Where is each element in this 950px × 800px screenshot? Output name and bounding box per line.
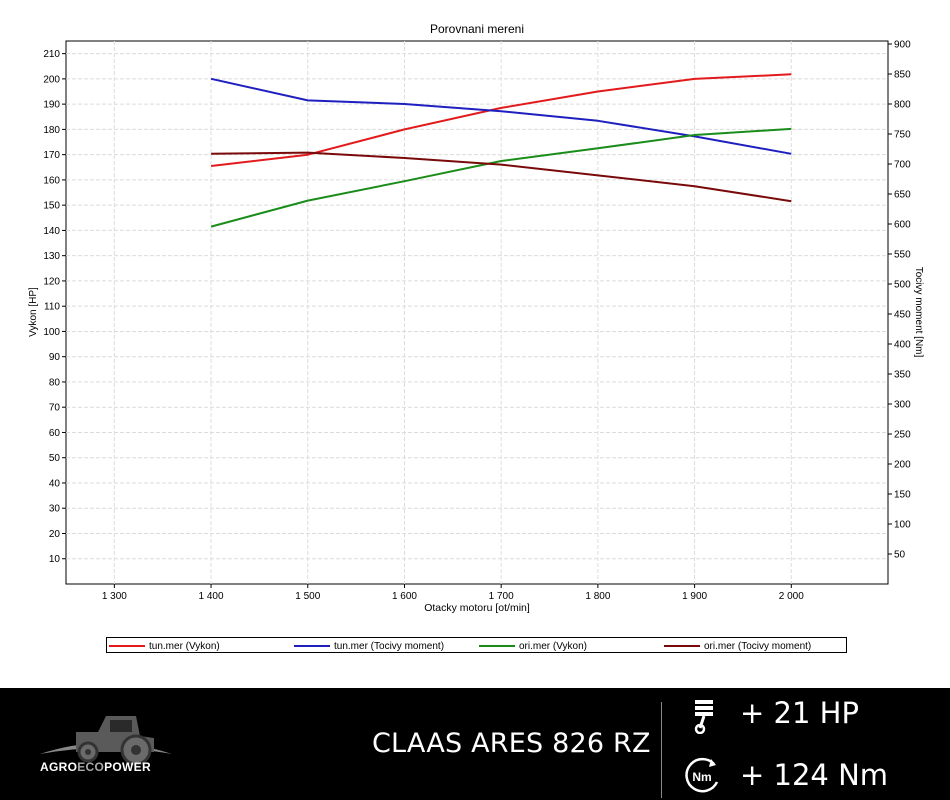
series-line-4 [211,151,792,203]
legend-swatch [479,645,515,647]
y-left-tick-label: 20 [49,529,61,540]
y-right-tick-label: 250 [894,430,911,441]
y-left-tick-label: 140 [43,226,60,237]
y-right-tick-label: 300 [894,400,911,411]
y-left-tick-label: 80 [49,377,61,388]
y-left-tick-label: 30 [49,504,61,515]
y-left-tick-label: 70 [49,403,61,414]
legend-label: ori.mer (Vykon) [519,640,587,652]
series-line-1 [210,73,792,167]
y-left-tick-label: 200 [43,74,60,85]
y-right-tick-label: 750 [894,130,911,141]
legend-swatch [294,645,330,647]
y-right-tick-label: 650 [894,190,911,201]
y-left-tick-label: 60 [49,428,61,439]
y-right-tick-label: 50 [894,550,906,561]
torque-icon-label: Nm [692,770,711,784]
y-left-tick-label: 160 [43,175,60,186]
x-tick-label: 1 400 [199,591,224,602]
y-right-tick-label: 800 [894,100,911,111]
y-left-tick-label: 90 [49,352,61,363]
y-left-tick-label: 10 [49,554,61,565]
brand-part-eco: ECO [77,760,105,774]
y-left-tick-label: 180 [43,125,60,136]
y-axis-right-label: Tocivy moment [Nm] [913,267,924,358]
brand-name: AGROECOPOWER [40,760,151,774]
brand-part-power: POWER [104,760,151,774]
logo-rear-hub [131,745,141,755]
y-left-tick-label: 120 [43,276,60,287]
x-tick-label: 1 300 [102,591,127,602]
y-right-tick-label: 200 [894,460,911,471]
hp-gain: + 21 HP [740,696,859,730]
series-line-2 [210,77,792,155]
series-group [210,73,792,228]
footer-divider [661,702,662,798]
legend: tun.mer (Vykon) tun.mer (Tocivy moment) … [106,637,847,653]
y-right-tick-label: 700 [894,160,911,171]
legend-item-ori-vykon: ori.mer (Vykon) [479,639,587,653]
piston-icon [694,700,713,734]
logo-tractor-window [110,720,132,732]
legend-label: tun.mer (Vykon) [149,640,220,652]
y-axis-left-label: Vykon [HP] [28,287,39,337]
y-right-tick-label: 450 [894,310,911,321]
x-axis-label: Otacky motoru [ot/min] [424,602,530,614]
tractor-model: CLAAS ARES 826 RZ [372,728,651,759]
x-tick-label: 1 700 [489,591,514,602]
brand-part-agro: AGRO [40,760,78,774]
x-tick-label: 1 600 [392,591,417,602]
y-left-tick-label: 40 [49,478,61,489]
y-left-tick-label: 130 [43,251,60,262]
y-right-tick-label: 600 [894,220,911,231]
y-left-tick-label: 100 [43,327,60,338]
y-right-tick-label: 550 [894,250,911,261]
y-right-tick-label: 400 [894,340,911,351]
y-left-tick-label: 170 [43,150,60,161]
grid [66,41,888,584]
y-left-tick-label: 190 [43,100,60,111]
plot-area [65,40,889,585]
legend-swatch [109,645,145,647]
y-left-tick-label: 110 [44,302,60,313]
legend-item-ori-moment: ori.mer (Tocivy moment) [664,639,811,653]
chart: 10 20 30 40 50 60 70 80 90 100 110 120 130 140 150 160 1… [28,22,924,614]
legend-item-tun-vykon: tun.mer (Vykon) [109,639,220,653]
legend-swatch [664,645,700,647]
y-right-tick-label: 150 [894,490,911,501]
series-line-3 [210,127,792,228]
torque-icon: Nm [685,757,719,793]
y-right-tick-label: 500 [894,280,911,291]
legend-label: ori.mer (Tocivy moment) [704,640,812,652]
logo-front-hub [85,749,91,755]
x-tick-label: 2 000 [779,591,804,602]
legend-item-tun-moment: tun.mer (Tocivy moment) [294,639,444,653]
y-left-tick-label: 150 [43,201,60,212]
x-tick-label: 1 800 [585,591,610,602]
footer-banner: AGROECOPOWER CLAAS ARES 826 RZ + 21 HP N… [0,688,950,800]
tractor-logo [40,716,172,766]
y-right-tick-label: 350 [894,370,911,381]
x-tick-label: 1 500 [295,591,320,602]
y-left-tick-label: 210 [43,49,60,60]
legend-label: tun.mer (Tocivy moment) [334,640,445,652]
y-right-tick-label: 900 [894,40,911,51]
y-right-tick-label: 100 [894,520,911,531]
chart-title: Porovnani mereni [430,22,524,36]
y-right-tick-label: 850 [894,70,911,81]
y-left-tick-label: 50 [49,453,61,464]
x-tick-label: 1 900 [682,591,707,602]
axes: 10 20 30 40 50 60 70 80 90 100 110 120 130 140 150 160 1… [43,40,911,603]
nm-gain: + 124 Nm [740,758,889,792]
